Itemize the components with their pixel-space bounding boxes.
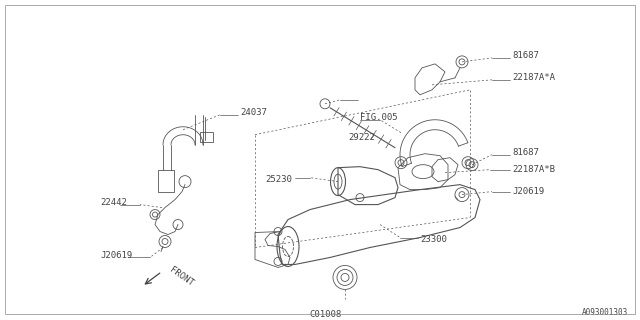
Text: 25230: 25230: [265, 175, 292, 184]
Text: 22187A*B: 22187A*B: [512, 165, 555, 174]
Text: 24037: 24037: [240, 108, 267, 117]
Text: FIG.005: FIG.005: [360, 113, 397, 122]
Text: A093001303: A093001303: [582, 308, 628, 317]
Text: J20619: J20619: [100, 251, 132, 260]
Text: 22187A*A: 22187A*A: [512, 73, 555, 82]
Text: 29222: 29222: [348, 133, 375, 142]
Text: J20619: J20619: [512, 187, 544, 196]
Text: FRONT: FRONT: [168, 266, 195, 289]
Text: 23300: 23300: [420, 235, 447, 244]
Text: C01008: C01008: [309, 310, 341, 319]
Text: 81687: 81687: [512, 52, 539, 60]
Text: 22442: 22442: [100, 198, 127, 207]
Text: 81687: 81687: [512, 148, 539, 157]
